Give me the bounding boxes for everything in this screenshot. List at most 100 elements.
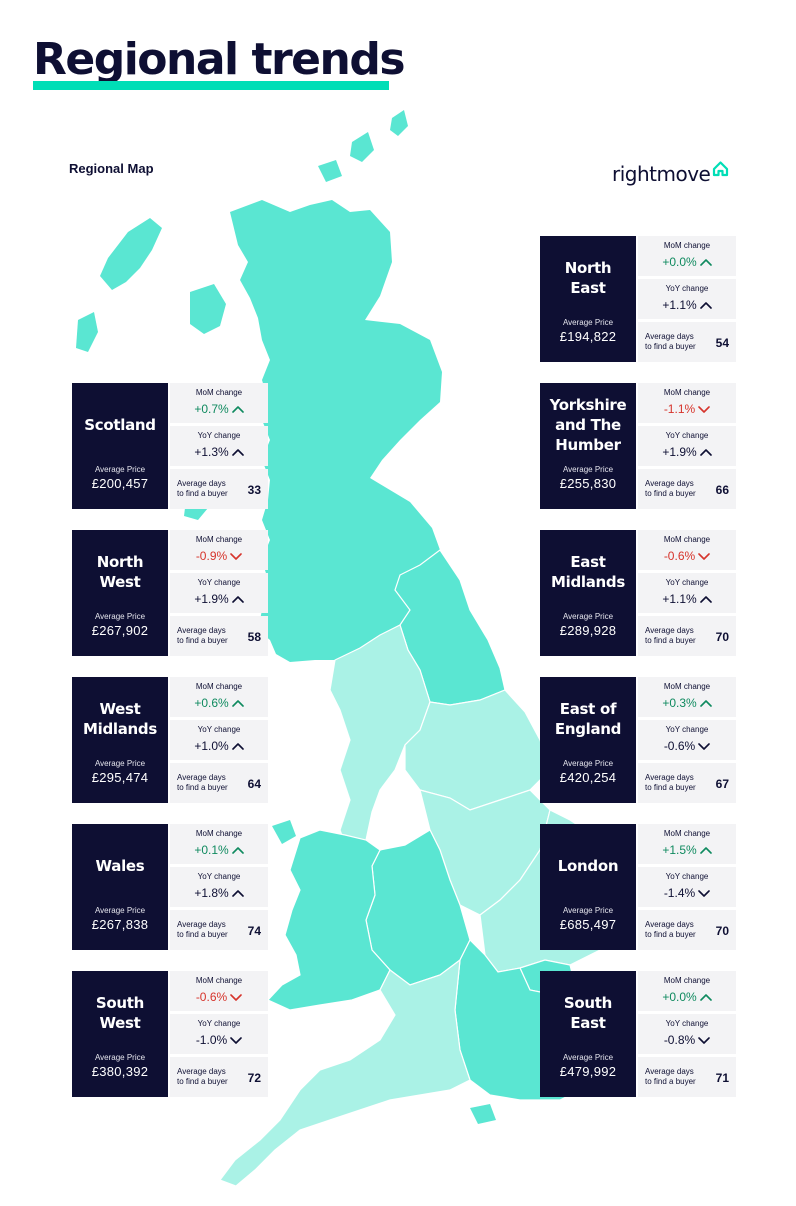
mom-value: -1.1% [663, 402, 696, 416]
mom-value: +0.0% [662, 990, 697, 1004]
days-label: Average days to find a buyer [645, 773, 696, 792]
price-label: Average Price [94, 906, 146, 915]
region-name: Wales [95, 857, 145, 875]
region-name: London [557, 857, 619, 875]
yoy-label: YoY change [665, 872, 709, 881]
mom-cell: MoM change +0.1% [170, 824, 268, 864]
yoy-label: YoY change [197, 1019, 241, 1028]
logo-text: rightmove [612, 162, 711, 186]
card-main: South East Average Price £479,992 [540, 971, 636, 1097]
card-south-west: South West Average Price £380,392 MoM ch… [72, 971, 268, 1097]
mom-cell: MoM change +0.3% [638, 677, 736, 717]
yoy-cell: YoY change +1.8% [170, 867, 268, 907]
yoy-cell: YoY change +1.1% [638, 279, 736, 319]
price-label: Average Price [562, 906, 614, 915]
region-name: Scotland [84, 416, 156, 434]
yoy-cell: YoY change +1.9% [638, 426, 736, 466]
yoy-label: YoY change [197, 725, 241, 734]
region-name: South East [563, 994, 613, 1032]
trend-arrow-icon [699, 258, 712, 267]
average-price: £420,254 [559, 770, 617, 785]
days-label: Average days to find a buyer [177, 479, 228, 498]
average-price: £380,392 [91, 1064, 149, 1079]
price-label: Average Price [94, 612, 146, 621]
days-cell: Average days to find a buyer 70 [638, 910, 736, 950]
days-cell: Average days to find a buyer 64 [170, 763, 268, 803]
trend-arrow-icon [231, 448, 244, 457]
trend-arrow-icon [231, 405, 244, 414]
mom-cell: MoM change +0.0% [638, 236, 736, 276]
yoy-label: YoY change [197, 872, 241, 881]
mom-value: -0.9% [195, 549, 228, 563]
yoy-cell: YoY change +1.0% [170, 720, 268, 760]
card-main: Scotland Average Price £200,457 [72, 383, 168, 509]
days-label: Average days to find a buyer [177, 773, 228, 792]
mom-cell: MoM change -0.6% [170, 971, 268, 1011]
yoy-value: +1.9% [662, 445, 697, 459]
yoy-cell: YoY change +1.1% [638, 573, 736, 613]
mom-cell: MoM change +1.5% [638, 824, 736, 864]
yoy-value: -0.8% [663, 1033, 696, 1047]
yoy-label: YoY change [665, 1019, 709, 1028]
map-label: Regional Map [69, 161, 154, 176]
card-main: Wales Average Price £267,838 [72, 824, 168, 950]
title-underline [33, 81, 389, 90]
days-value: 33 [247, 483, 261, 497]
days-label: Average days to find a buyer [645, 626, 696, 645]
trend-arrow-icon [699, 301, 712, 310]
region-name: South West [95, 994, 145, 1032]
average-price: £289,928 [559, 623, 617, 638]
yoy-value: +1.9% [194, 592, 229, 606]
rightmove-logo: rightmove [612, 161, 729, 186]
yoy-label: YoY change [197, 431, 241, 440]
page-title: Regional trends [33, 34, 406, 85]
mom-cell: MoM change +0.0% [638, 971, 736, 1011]
days-value: 67 [715, 777, 729, 791]
card-south-east: South East Average Price £479,992 MoM ch… [540, 971, 736, 1097]
card-main: London Average Price £685,497 [540, 824, 636, 950]
trend-arrow-icon [230, 993, 242, 1002]
days-cell: Average days to find a buyer 72 [170, 1057, 268, 1097]
mom-label: MoM change [663, 682, 711, 691]
mom-cell: MoM change -0.6% [638, 530, 736, 570]
days-value: 54 [715, 336, 729, 350]
days-label: Average days to find a buyer [645, 920, 696, 939]
yoy-cell: YoY change -1.0% [170, 1014, 268, 1054]
mom-value: +0.1% [194, 843, 229, 857]
region-north-west [329, 624, 431, 867]
trend-arrow-icon [231, 846, 244, 855]
card-main: East of England Average Price £420,254 [540, 677, 636, 803]
mom-cell: MoM change +0.7% [170, 383, 268, 423]
card-wales: Wales Average Price £267,838 MoM change … [72, 824, 268, 950]
yoy-value: +1.0% [194, 739, 229, 753]
card-east-midlands: East Midlands Average Price £289,928 MoM… [540, 530, 736, 656]
trend-arrow-icon [698, 742, 710, 751]
trend-arrow-icon [699, 846, 712, 855]
days-label: Average days to find a buyer [645, 479, 696, 498]
price-label: Average Price [94, 759, 146, 768]
mom-label: MoM change [663, 388, 711, 397]
days-cell: Average days to find a buyer 74 [170, 910, 268, 950]
average-price: £200,457 [91, 476, 149, 491]
mom-value: +1.5% [662, 843, 697, 857]
mom-label: MoM change [195, 829, 243, 838]
mom-value: +0.7% [194, 402, 229, 416]
trend-arrow-icon [699, 448, 712, 457]
days-cell: Average days to find a buyer 58 [170, 616, 268, 656]
average-price: £267,902 [91, 623, 149, 638]
mom-value: +0.0% [662, 255, 697, 269]
region-scotland [76, 110, 442, 662]
days-value: 58 [247, 630, 261, 644]
region-south-west [219, 958, 471, 1187]
mom-cell: MoM change -1.1% [638, 383, 736, 423]
mom-label: MoM change [663, 976, 711, 985]
mom-label: MoM change [195, 976, 243, 985]
days-label: Average days to find a buyer [177, 626, 228, 645]
days-value: 70 [715, 924, 729, 938]
region-name: East Midlands [550, 553, 625, 591]
price-label: Average Price [94, 465, 146, 474]
average-price: £267,838 [91, 917, 149, 932]
mom-value: -0.6% [663, 549, 696, 563]
days-value: 70 [715, 630, 729, 644]
mom-label: MoM change [663, 535, 711, 544]
